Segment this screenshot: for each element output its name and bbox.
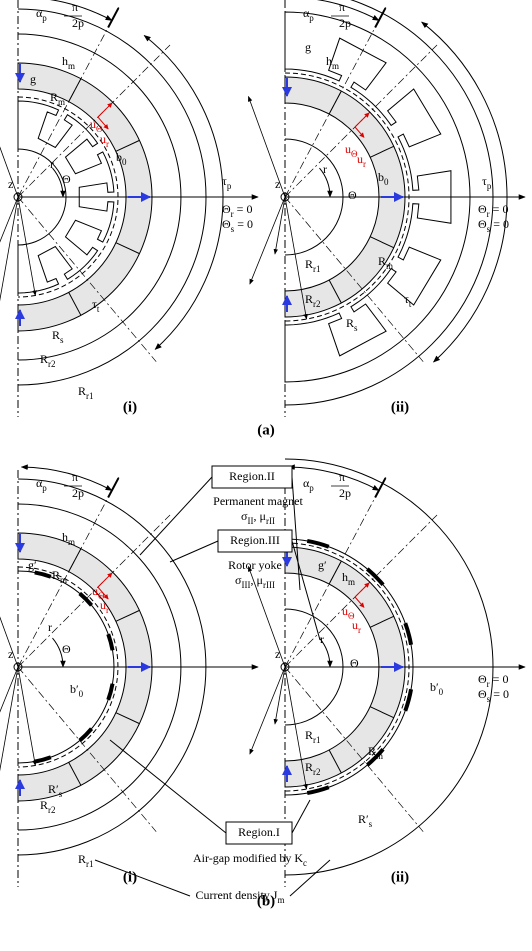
label-bp: b′0	[430, 680, 444, 697]
label-rm: Rm	[52, 568, 67, 585]
region-params: σIII, μrIII	[235, 573, 275, 590]
current-segment	[108, 684, 112, 700]
caption: (ii)	[391, 869, 409, 885]
tooth-pitch-arc	[144, 35, 223, 349]
label-theta: Θ	[348, 188, 357, 202]
label-rsp: R′s	[358, 812, 373, 829]
region-name: Region.I	[238, 825, 280, 839]
label-g: g	[30, 72, 36, 86]
current-segment	[80, 729, 92, 741]
leader-line	[140, 477, 212, 555]
pole-tick	[375, 478, 385, 497]
leader-line	[290, 860, 330, 896]
geometry	[0, 0, 525, 896]
label-alpha: αp	[36, 476, 47, 493]
label-pi: π	[72, 0, 78, 14]
current-segment	[35, 572, 51, 576]
label-ur: ur	[357, 152, 366, 169]
current-segment	[108, 634, 112, 650]
label-pi: π	[339, 470, 345, 484]
region-params: σII, μrII	[241, 509, 275, 526]
label-den: 2p	[339, 16, 351, 30]
leader-line	[292, 800, 310, 833]
pole-tick	[375, 8, 385, 27]
pole-tick	[108, 8, 118, 27]
label-taup: τp	[222, 174, 232, 191]
label-r: r	[320, 632, 324, 646]
label-alpha: αp	[303, 476, 314, 493]
label-r: r	[48, 620, 52, 634]
label-ths: Θs = 0	[478, 687, 509, 704]
label-taup: τp	[482, 174, 492, 191]
radius-arrow	[0, 197, 18, 348]
label-den: 2p	[339, 486, 351, 500]
region-name: Region.II	[229, 469, 275, 483]
label-gp: g′	[28, 558, 37, 572]
leader-line	[95, 860, 190, 896]
label-r: r	[323, 162, 327, 176]
label-z: z	[8, 177, 13, 191]
figure: αpπ2phmgRmuΘurrΘb0zτpΘr = 0Θs = 0τtRsRr2…	[0, 0, 532, 951]
radius-arrow	[0, 197, 18, 382]
leader-line	[110, 740, 226, 833]
label-rs: Rs	[346, 316, 358, 333]
label-theta: Θ	[62, 172, 71, 186]
label-bp: b′0	[70, 682, 84, 699]
label-z: z	[275, 647, 280, 661]
caption: (i)	[123, 869, 137, 885]
label-rr2: Rr2	[40, 352, 56, 369]
region-desc: Permanent magnet	[213, 494, 303, 508]
label-rr1: Rr1	[78, 852, 94, 869]
label-ths: Θs = 0	[222, 217, 253, 234]
caption: (a)	[257, 422, 275, 438]
label-rr1: Rr1	[78, 384, 94, 401]
radius-arrow	[250, 667, 285, 754]
label-gp: g′	[318, 558, 327, 572]
label-alpha: αp	[36, 6, 47, 23]
current-segment	[35, 757, 51, 761]
label-rr1: Rr1	[305, 728, 321, 745]
pole-tick	[108, 478, 118, 497]
label-g: g	[305, 40, 311, 54]
label-pi: π	[72, 470, 78, 484]
label-den: 2p	[72, 486, 84, 500]
caption: (ii)	[391, 399, 409, 415]
label-theta: Θ	[62, 642, 71, 656]
radius-arrow	[250, 197, 285, 284]
label-z: z	[8, 647, 13, 661]
radius-arrow	[18, 667, 35, 765]
radius-arrow	[0, 667, 18, 818]
label-rr2: Rr2	[40, 798, 56, 815]
label-den: 2p	[72, 16, 84, 30]
radius-arrow	[0, 667, 18, 852]
label-ur: ur	[352, 618, 361, 635]
label-rs: Rs	[52, 328, 64, 345]
radius-arrow	[275, 667, 285, 724]
leader-line	[170, 541, 218, 562]
label-pi: π	[339, 0, 345, 14]
label-r: r	[50, 157, 54, 171]
label-z: z	[275, 177, 280, 191]
radius-arrow	[275, 197, 285, 254]
label-theta: Θ	[350, 656, 359, 670]
region-name: Region.III	[230, 533, 280, 547]
region-desc: Rotor yoke	[228, 558, 282, 572]
caption: (i)	[123, 399, 137, 415]
label-rr1: Rr1	[305, 257, 321, 274]
label-hm: hm	[62, 54, 75, 71]
region-desc: Air-gap modified by Kc	[193, 851, 307, 868]
